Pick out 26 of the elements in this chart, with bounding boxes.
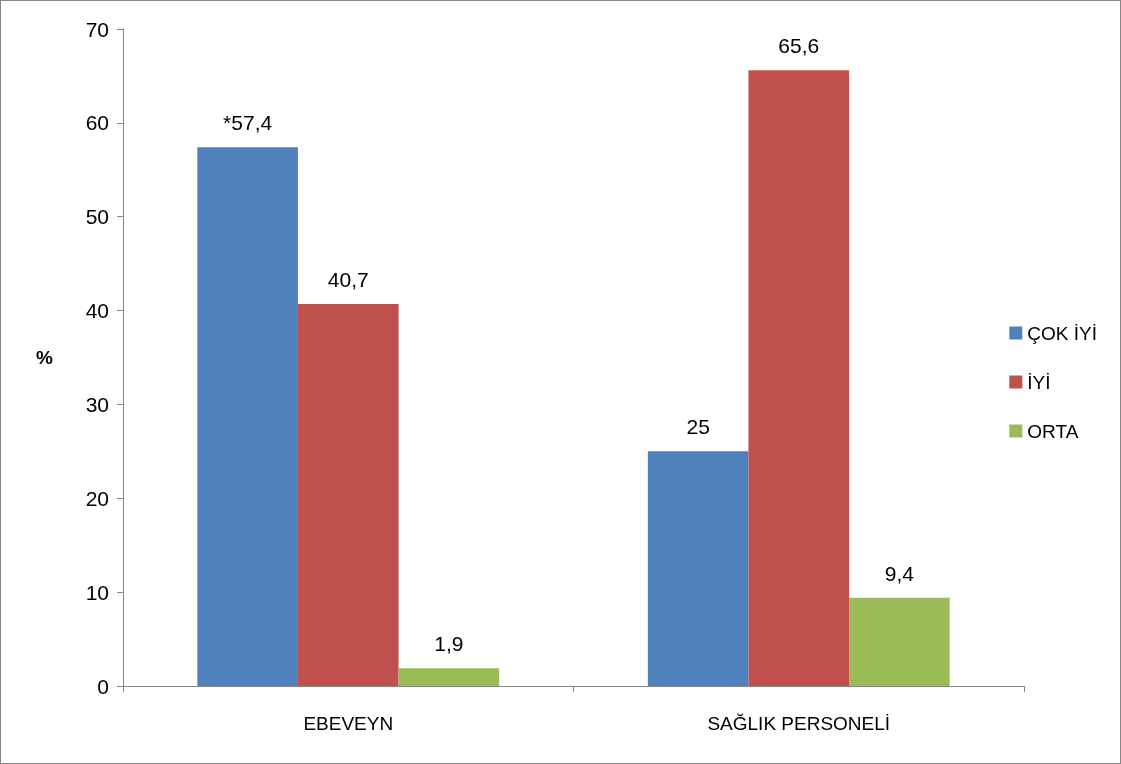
legend-label: İYİ bbox=[1027, 371, 1051, 393]
y-tick-label: 10 bbox=[85, 580, 109, 604]
data-label: 9,4 bbox=[884, 561, 915, 585]
y-tick-label: 40 bbox=[85, 299, 109, 323]
bar bbox=[849, 597, 950, 686]
data-label: 25 bbox=[686, 415, 710, 439]
data-label: 40,7 bbox=[327, 268, 369, 291]
bar bbox=[297, 304, 399, 686]
bar bbox=[647, 451, 749, 686]
y-tick-label: 50 bbox=[85, 205, 109, 229]
bar bbox=[398, 668, 500, 686]
x-tick-label: EBEVEYN bbox=[303, 713, 394, 734]
y-tick-label: 0 bbox=[97, 674, 109, 698]
data-label: 1,9 bbox=[434, 632, 464, 656]
y-axis-title: % bbox=[36, 347, 54, 368]
bar bbox=[197, 147, 298, 686]
x-tick-label: SAĞLIK PERSONELİ bbox=[707, 713, 891, 734]
data-label: *57,4 bbox=[223, 111, 273, 135]
bar bbox=[748, 70, 850, 686]
y-tick-label: 30 bbox=[85, 392, 109, 416]
y-tick-label: 60 bbox=[85, 111, 109, 135]
data-label: 65,6 bbox=[778, 34, 820, 58]
legend-label: ORTA bbox=[1027, 420, 1079, 442]
y-tick-label: 20 bbox=[85, 486, 109, 510]
y-tick-label: 70 bbox=[85, 17, 109, 41]
legend-label: ÇOK İYİ bbox=[1027, 322, 1098, 344]
